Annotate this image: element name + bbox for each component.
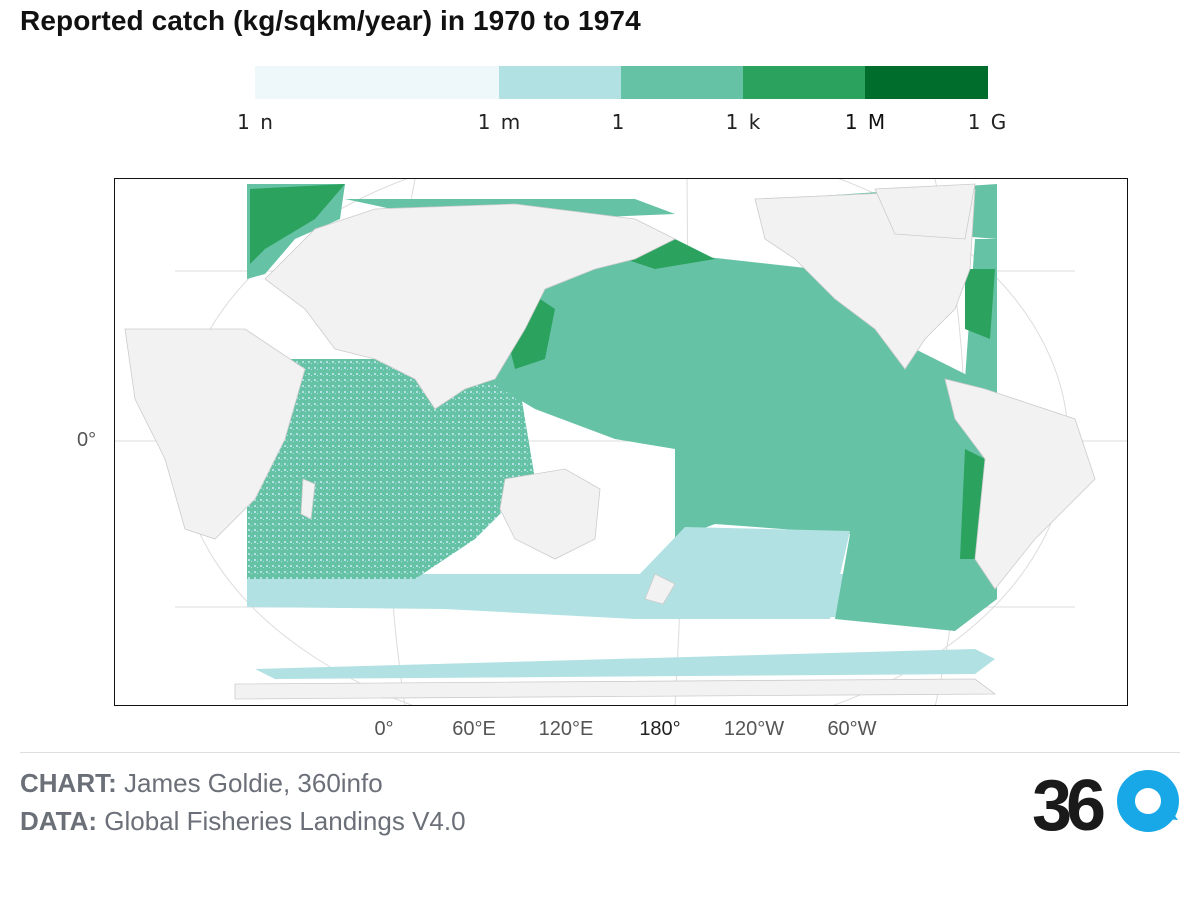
data-credit-prefix: DATA: [20, 806, 98, 836]
world-map [115, 179, 1127, 705]
antarctica [234, 678, 997, 700]
x-axis-label-60e: 60°E [452, 718, 496, 740]
x-axis-label-0: 0° [374, 718, 394, 740]
logo-digits-dark: 36 [1032, 768, 1104, 838]
land [124, 183, 1096, 700]
x-axis-label-60w: 60°W [827, 718, 877, 740]
data-credit-text: Global Fisheries Landings V4.0 [97, 806, 466, 836]
africa [124, 328, 306, 540]
legend-label-1n: 1 n [237, 110, 275, 134]
eurasia [264, 203, 676, 410]
legend-label-1M: 1 M [844, 110, 888, 134]
logo-zero-ring [1117, 770, 1179, 832]
chart-credit-text: James Goldie, 360info [116, 768, 383, 798]
legend-bin-5 [865, 66, 988, 99]
legend-bin-1 [255, 66, 499, 99]
legend-bin-4 [743, 66, 865, 99]
360info-logo: 36 [1032, 768, 1179, 838]
legend-label-1k: 1 k [725, 110, 763, 134]
pacific-ocean [485, 239, 997, 631]
data-credit: DATA: Global Fisheries Landings V4.0 [20, 806, 466, 837]
legend-bin-3 [621, 66, 743, 99]
peru-coast [960, 449, 985, 559]
south-pacific-low [635, 527, 850, 619]
x-axis-label-180: 180° [639, 718, 681, 740]
new-zealand [644, 573, 676, 605]
chart-credit: CHART: James Goldie, 360info [20, 768, 383, 799]
footer-divider [20, 752, 1180, 753]
catch-raster [247, 184, 997, 679]
south-america [944, 378, 1096, 590]
antarctic-strip [255, 649, 995, 679]
legend-labels: 1 n 1 m 1 1 k 1 M 1 G [0, 110, 1200, 136]
indian-ocean [247, 359, 535, 579]
legend-color-bar [255, 66, 988, 99]
australia [499, 468, 601, 560]
legend-label-1G: 1 G [967, 110, 1009, 134]
greenland [874, 183, 976, 240]
madagascar [300, 478, 316, 520]
logo-refresh-arrow [1158, 806, 1178, 820]
norway-coast [250, 184, 345, 264]
legend-label-1: 1 [611, 110, 627, 134]
legend-bin-2 [499, 66, 621, 99]
map-panel [114, 178, 1128, 706]
chart-title: Reported catch (kg/sqkm/year) in 1970 to… [20, 5, 641, 36]
chart-credit-prefix: CHART: [20, 768, 117, 798]
x-axis-label-120w: 120°W [723, 718, 785, 740]
y-axis-label-equator: 0° [77, 429, 97, 451]
north-atlantic-coast [965, 269, 995, 339]
x-axis-label-120e: 120°E [538, 718, 594, 740]
legend-label-1m: 1 m [477, 110, 523, 134]
